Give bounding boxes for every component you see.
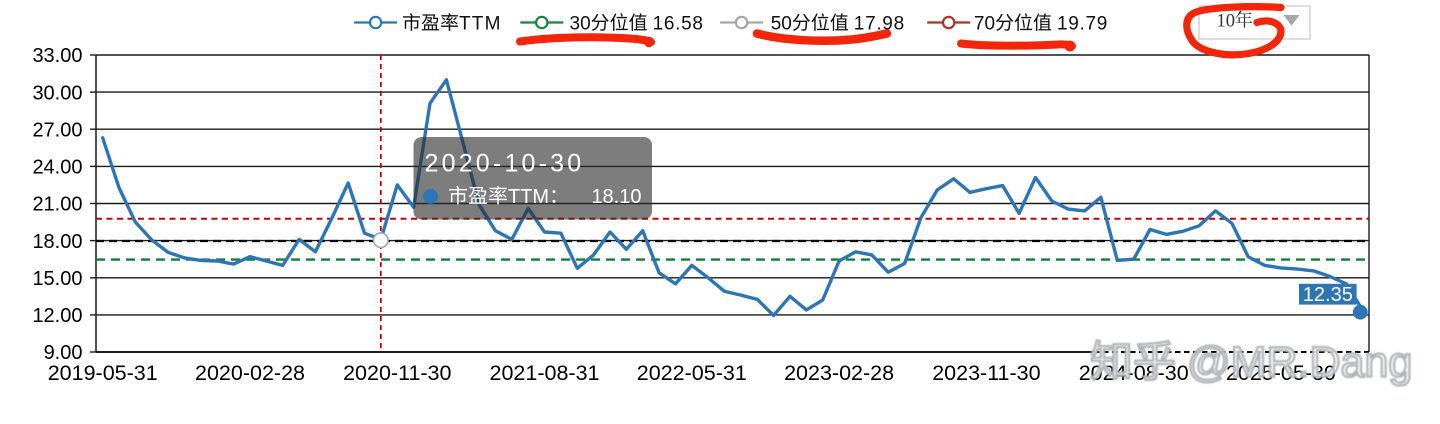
svg-text:33.00: 33.00: [32, 45, 82, 67]
svg-text:2020-11-30: 2020-11-30: [343, 361, 451, 385]
svg-text:50: 50: [771, 13, 792, 34]
svg-text:2023-02-28: 2023-02-28: [784, 361, 894, 385]
svg-text:2019-05-31: 2019-05-31: [48, 361, 158, 385]
svg-text:12.35: 12.35: [1303, 284, 1353, 306]
svg-text:21.00: 21.00: [32, 194, 82, 216]
svg-text:2020-02-28: 2020-02-28: [195, 361, 305, 385]
svg-text:2021-08-31: 2021-08-31: [490, 361, 600, 385]
svg-text:30: 30: [570, 13, 591, 34]
svg-text:TTM: TTM: [508, 186, 549, 208]
svg-text:18.10: 18.10: [591, 186, 641, 208]
svg-text:17.98: 17.98: [854, 13, 905, 34]
svg-text:@MR.Dang: @MR.Dang: [1187, 339, 1412, 387]
svg-text:12.00: 12.00: [32, 305, 82, 327]
svg-text:70: 70: [974, 13, 995, 34]
svg-text:16.58: 16.58: [653, 13, 704, 34]
svg-text:18.00: 18.00: [32, 231, 82, 253]
svg-text:2023-11-30: 2023-11-30: [932, 361, 1040, 385]
svg-text:19.79: 19.79: [1057, 13, 1108, 34]
svg-text:10: 10: [1217, 11, 1236, 31]
svg-text:24.00: 24.00: [32, 157, 82, 179]
svg-text:27.00: 27.00: [32, 119, 82, 141]
svg-text:15.00: 15.00: [32, 268, 82, 290]
svg-text:30.00: 30.00: [32, 82, 82, 104]
svg-text:TTM: TTM: [459, 13, 502, 34]
svg-text:2025-05-30: 2025-05-30: [1226, 361, 1336, 385]
svg-text:2020-10-30: 2020-10-30: [425, 150, 585, 178]
svg-text:2022-05-31: 2022-05-31: [637, 361, 747, 385]
svg-text:9.00: 9.00: [44, 342, 83, 364]
